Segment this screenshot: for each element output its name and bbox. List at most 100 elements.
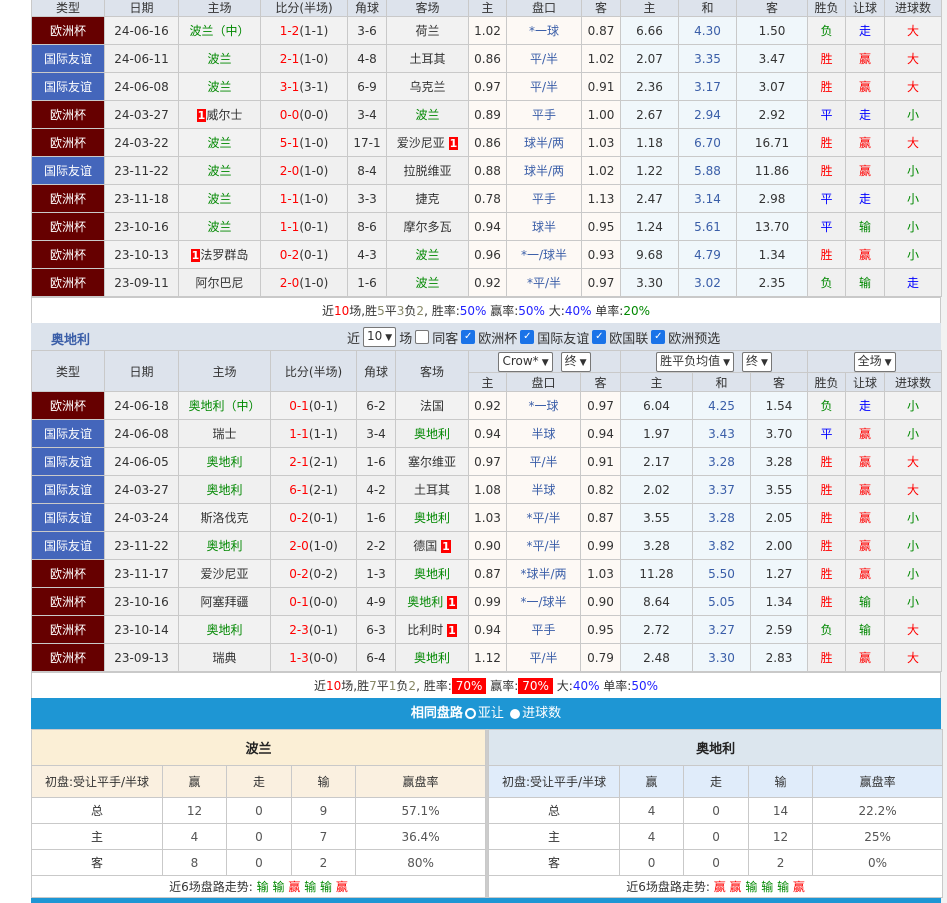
away-team[interactable]: 奥地利	[395, 559, 469, 588]
home-team-name[interactable]: 波兰（中）	[189, 24, 250, 38]
home-team[interactable]: 阿塞拜疆	[178, 587, 271, 616]
home-team[interactable]: 波兰	[178, 128, 261, 157]
home-team-name[interactable]: 奥地利	[206, 483, 243, 497]
league-label[interactable]: 欧洲预选	[668, 331, 721, 347]
home-team[interactable]: 奥地利	[178, 475, 271, 504]
home-team[interactable]: 斯洛伐克	[178, 503, 271, 532]
match-row[interactable]: 国际友谊 24-03-24 斯洛伐克 0-2(0-1) 1-6 奥地利 1.03 *平/半 0.…	[31, 503, 943, 532]
home-team[interactable]: 瑞典	[178, 643, 271, 672]
match-row[interactable]: 欧洲杯 23-09-11 阿尔巴尼 2-0(1-0) 1-6 波兰 0.92 *平/半 0.97…	[31, 268, 942, 297]
home-team-name[interactable]: 爱沙尼亚	[200, 567, 249, 581]
match-type[interactable]: 欧洲杯	[31, 184, 105, 213]
home-team[interactable]: 奥地利	[178, 615, 271, 644]
league-label[interactable]: 国际友谊	[537, 331, 590, 347]
away-team[interactable]: 奥地利 1	[395, 587, 469, 616]
away-team-name[interactable]: 荷兰	[415, 24, 440, 38]
match-row[interactable]: 国际友谊 24-06-05 奥地利 2-1(2-1) 1-6 塞尔维亚 0.97 平/半 0.9…	[31, 447, 943, 476]
away-team[interactable]: 土耳其	[386, 44, 469, 73]
match-type[interactable]: 欧洲杯	[31, 615, 105, 644]
home-team-name[interactable]: 奥地利	[206, 623, 243, 637]
match-row[interactable]: 欧洲杯 23-09-13 瑞典 1-3(0-0) 6-4 奥地利 1.12 平/半 0.79 2.…	[31, 643, 943, 672]
league-checkbox[interactable]: ✓	[461, 330, 476, 344]
match-row[interactable]: 国际友谊 24-03-27 奥地利 6-1(2-1) 4-2 土耳其 1.08 半球 0.82 2…	[31, 475, 943, 504]
away-team[interactable]: 波兰	[386, 100, 469, 129]
match-row[interactable]: 欧洲杯 23-10-13 1法罗群岛 0-2(0-1) 4-3 波兰 0.96 *一/球半 0.…	[31, 240, 942, 269]
league-checkbox[interactable]: ✓	[592, 330, 607, 344]
home-team[interactable]: 1威尔士	[178, 100, 261, 129]
away-team-name[interactable]: 摩尔多瓦	[403, 220, 452, 234]
match-type[interactable]: 欧洲杯	[31, 268, 105, 297]
away-team[interactable]: 德国 1	[395, 531, 469, 560]
match-type[interactable]: 欧洲杯	[31, 16, 105, 45]
company-select[interactable]: Crow* ▼	[498, 351, 553, 372]
home-team-name[interactable]: 阿塞拜疆	[200, 595, 249, 609]
away-team-name[interactable]: 法国	[419, 399, 444, 413]
away-team-name[interactable]: 土耳其	[409, 52, 446, 66]
away-team[interactable]: 土耳其	[395, 475, 469, 504]
home-team[interactable]: 奥地利	[178, 531, 271, 560]
home-team-name[interactable]: 阿尔巴尼	[195, 276, 244, 290]
away-team-name[interactable]: 拉脱维亚	[403, 164, 452, 178]
match-type[interactable]: 欧洲杯	[31, 643, 105, 672]
home-team[interactable]: 波兰	[178, 184, 261, 213]
away-team-name[interactable]: 乌克兰	[409, 80, 446, 94]
radio-goals[interactable]	[510, 708, 521, 719]
away-team-name[interactable]: 土耳其	[413, 483, 450, 497]
home-team-name[interactable]: 波兰	[207, 192, 232, 206]
away-team-name[interactable]: 奥地利	[413, 567, 450, 581]
stage2-select[interactable]: 终 ▼	[742, 351, 772, 372]
match-type[interactable]: 欧洲杯	[31, 391, 105, 420]
match-count-select[interactable]: 10 ▼	[363, 327, 397, 347]
away-team[interactable]: 荷兰	[386, 16, 469, 45]
away-team[interactable]: 爱沙尼亚 1	[386, 128, 469, 157]
away-team[interactable]: 捷克	[386, 184, 469, 213]
home-team[interactable]: 奥地利（中）	[178, 391, 271, 420]
away-team[interactable]: 波兰	[386, 268, 469, 297]
radio-goals-label[interactable]: 进球数	[522, 706, 562, 721]
away-team[interactable]: 奥地利	[395, 503, 469, 532]
match-type[interactable]: 欧洲杯	[31, 587, 105, 616]
home-team[interactable]: 波兰	[178, 72, 261, 101]
same-away-checkbox[interactable]	[415, 330, 430, 344]
league-label[interactable]: 欧洲杯	[478, 331, 518, 347]
match-row[interactable]: 国际友谊 24-06-08 波兰 3-1(3-1) 6-9 乌克兰 0.97 平/半 0.91 2…	[31, 72, 942, 101]
away-team[interactable]: 比利时 1	[395, 615, 469, 644]
home-team[interactable]: 波兰	[178, 212, 261, 241]
league-checkbox[interactable]: ✓	[651, 330, 666, 344]
home-team-name[interactable]: 斯洛伐克	[200, 511, 249, 525]
home-team-name[interactable]: 瑞典	[212, 651, 237, 665]
away-team[interactable]: 奥地利	[395, 419, 469, 448]
home-team[interactable]: 波兰	[178, 156, 261, 185]
away-team-name[interactable]: 德国	[413, 539, 438, 553]
home-team[interactable]: 爱沙尼亚	[178, 559, 271, 588]
away-team-name[interactable]: 捷克	[415, 192, 440, 206]
match-row[interactable]: 欧洲杯 23-10-16 波兰 1-1(0-1) 8-6 摩尔多瓦 0.94 球半 0.95 1.…	[31, 212, 942, 241]
avg-select[interactable]: 胜平负均值 ▼	[656, 351, 735, 372]
stage1-select[interactable]: 终 ▼	[560, 351, 591, 372]
match-type[interactable]: 欧洲杯	[31, 559, 105, 588]
match-type[interactable]: 国际友谊	[31, 475, 105, 504]
away-team[interactable]: 拉脱维亚	[386, 156, 469, 185]
match-row[interactable]: 欧洲杯 23-11-18 波兰 1-1(1-0) 3-3 捷克 0.78 平手 1.13 2.47…	[31, 184, 942, 213]
home-team-name[interactable]: 瑞士	[212, 427, 237, 441]
away-team[interactable]: 法国	[395, 391, 469, 420]
away-team-name[interactable]: 比利时	[407, 623, 444, 637]
away-team-name[interactable]: 奥地利	[407, 595, 444, 609]
home-team-name[interactable]: 法罗群岛	[200, 248, 249, 262]
away-team[interactable]: 乌克兰	[386, 72, 469, 101]
away-team-name[interactable]: 塞尔维亚	[407, 455, 456, 469]
away-team-name[interactable]: 波兰	[415, 276, 440, 290]
league-checkbox[interactable]: ✓	[520, 330, 535, 344]
match-row[interactable]: 欧洲杯 24-03-27 1威尔士 0-0(0-0) 3-4 波兰 0.89 平手 1.00 2.…	[31, 100, 942, 129]
match-type[interactable]: 国际友谊	[31, 447, 105, 476]
home-team-name[interactable]: 威尔士	[206, 108, 243, 122]
match-type[interactable]: 国际友谊	[31, 44, 105, 73]
home-team[interactable]: 波兰	[178, 44, 261, 73]
away-team-name[interactable]: 奥地利	[413, 511, 450, 525]
league-label[interactable]: 欧国联	[609, 331, 649, 347]
match-row[interactable]: 国际友谊 23-11-22 奥地利 2-0(1-0) 2-2 德国 1 0.90 *平/半 0.…	[31, 531, 943, 560]
home-team-name[interactable]: 波兰	[207, 80, 232, 94]
match-row[interactable]: 欧洲杯 24-06-18 奥地利（中） 0-1(0-1) 6-2 法国 0.92 *一球 0.9…	[31, 391, 943, 420]
home-team-name[interactable]: 波兰	[207, 136, 232, 150]
match-row[interactable]: 欧洲杯 24-06-16 波兰（中） 1-2(1-1) 3-6 荷兰 1.02 *一球 0.87…	[31, 16, 942, 45]
